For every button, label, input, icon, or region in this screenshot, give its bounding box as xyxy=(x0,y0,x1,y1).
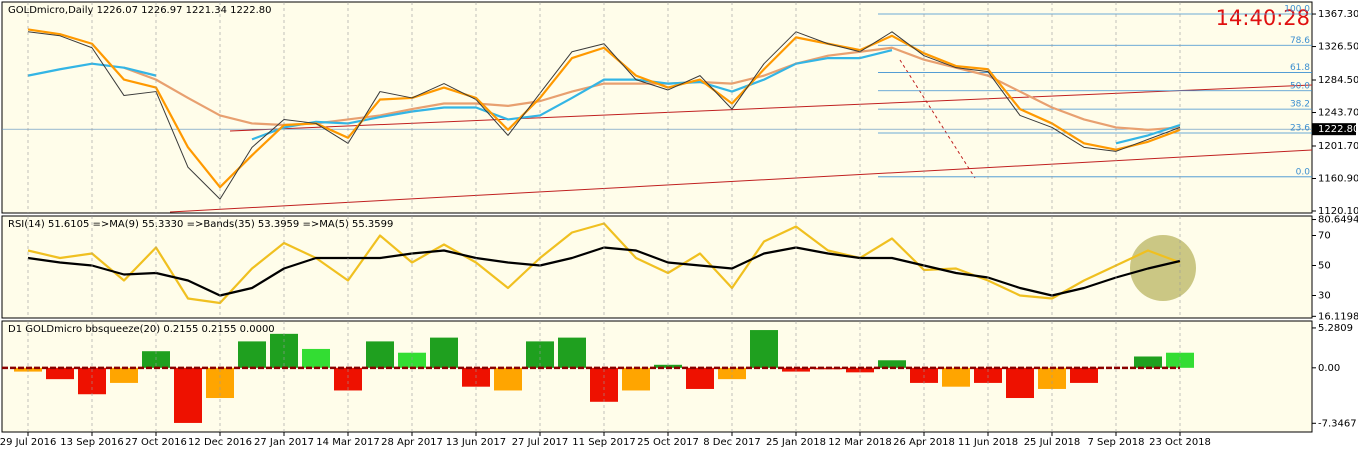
fib-label: 0.0 xyxy=(1296,167,1311,177)
price-panel xyxy=(1,1,1313,214)
x-tick-label: 27 Jan 2017 xyxy=(254,437,314,448)
y-tick-label: 70 xyxy=(1318,231,1331,242)
x-tick-label: 25 Jan 2018 xyxy=(766,437,826,448)
bar xyxy=(1166,352,1194,368)
bar xyxy=(686,367,714,389)
bar xyxy=(366,341,394,368)
x-tick-label: 8 Dec 2017 xyxy=(703,437,761,448)
x-tick-label: 25 Jul 2018 xyxy=(1024,437,1081,448)
x-tick-label: 14 Mar 2017 xyxy=(316,437,379,448)
bar xyxy=(942,367,970,387)
y-tick-label: 1367.30 xyxy=(1318,9,1358,20)
bar xyxy=(622,367,650,391)
panel-title: RSI(14) 51.6105 =>MA(9) 55.3330 =>Bands(… xyxy=(8,219,393,230)
x-tick-label: 7 Sep 2018 xyxy=(1087,437,1144,448)
x-tick-label: 27 Oct 2016 xyxy=(125,437,187,448)
panel-title: GOLDmicro,Daily 1226.07 1226.97 1221.34 … xyxy=(8,5,272,16)
bar xyxy=(494,367,522,391)
bar xyxy=(46,367,74,380)
x-tick-label: 11 Sep 2017 xyxy=(572,437,635,448)
fib-label: 38.2 xyxy=(1290,100,1310,110)
x-tick-label: 12 Mar 2018 xyxy=(828,437,891,448)
price-label: 1222.80 xyxy=(1318,124,1358,135)
x-tick-label: 23 Oct 2018 xyxy=(1149,437,1211,448)
x-tick-label: 25 Oct 2017 xyxy=(637,437,699,448)
bar xyxy=(1134,356,1162,368)
x-tick-label: 29 Jul 2016 xyxy=(0,437,56,448)
x-tick-label: 26 Apr 2018 xyxy=(893,437,955,448)
fib-label: 61.8 xyxy=(1290,63,1310,73)
trend-line xyxy=(169,149,1313,213)
highlight-circle xyxy=(1130,235,1196,301)
bar xyxy=(750,330,778,368)
y-tick-label: 1120.10 xyxy=(1318,206,1358,217)
y-tick-label: 1201.70 xyxy=(1318,141,1358,152)
x-tick-label: 28 Apr 2017 xyxy=(381,437,443,448)
price-box xyxy=(1312,123,1356,136)
y-tick-label: 80.6494 xyxy=(1318,215,1358,226)
x-tick-label: 11 Jun 2018 xyxy=(958,437,1018,448)
y-tick-label: -7.3467 xyxy=(1318,418,1357,429)
bar xyxy=(590,367,618,402)
bar xyxy=(302,348,330,368)
panel-title: D1 GOLDmicro bbsqueeze(20) 0.2155 0.2155… xyxy=(8,324,275,335)
y-tick-label: 1284.50 xyxy=(1318,75,1358,86)
bar xyxy=(270,333,298,368)
y-tick-label: 16.1198 xyxy=(1318,311,1358,322)
bar xyxy=(654,364,682,368)
series-line xyxy=(27,31,1181,200)
y-tick-label: 50 xyxy=(1318,261,1331,272)
fib-label: 23.6 xyxy=(1290,123,1310,133)
fib-label: 50.0 xyxy=(1290,81,1310,91)
bar xyxy=(718,367,746,380)
clock: 14:40:28 xyxy=(1216,6,1310,30)
fib-label: 100.0 xyxy=(1284,5,1310,15)
fib-label: 78.6 xyxy=(1290,36,1310,46)
x-tick-label: 13 Sep 2016 xyxy=(60,437,123,448)
bar xyxy=(430,337,458,368)
y-tick-label: 0.00 xyxy=(1318,363,1340,374)
x-tick-label: 27 Jul 2017 xyxy=(512,437,569,448)
y-tick-label: 1326.50 xyxy=(1318,42,1358,53)
bar xyxy=(878,360,906,368)
y-tick-label: 1243.70 xyxy=(1318,108,1358,119)
y-tick-label: 30 xyxy=(1318,291,1331,302)
y-tick-label: 5.2809 xyxy=(1318,323,1353,334)
trend-line xyxy=(229,84,1313,132)
bar xyxy=(238,341,266,368)
y-tick-label: 1160.90 xyxy=(1318,173,1358,184)
bar xyxy=(558,337,586,368)
bar xyxy=(174,367,202,423)
x-tick-label: 12 Dec 2016 xyxy=(188,437,252,448)
bar xyxy=(334,367,362,391)
x-tick-label: 13 Jun 2017 xyxy=(446,437,506,448)
trend-line xyxy=(899,59,976,179)
bar xyxy=(1070,367,1098,383)
bar xyxy=(1006,367,1034,399)
bar xyxy=(1038,367,1066,389)
bar xyxy=(398,352,426,368)
bar xyxy=(110,367,138,383)
